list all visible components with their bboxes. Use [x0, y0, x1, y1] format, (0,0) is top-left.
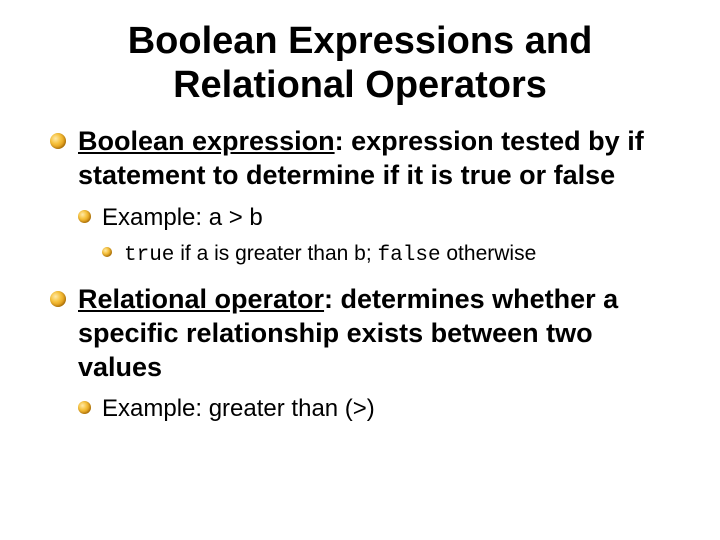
sphere-bullet-icon — [78, 401, 91, 414]
example-greater-than-text: Example: greater than (>) — [102, 395, 375, 422]
code-false: false — [378, 244, 441, 267]
sphere-bullet-icon — [102, 247, 112, 257]
slide-title: Boolean Expressions and Relational Opera… — [50, 20, 670, 107]
sphere-bullet-icon — [78, 210, 91, 223]
example-greater-than: Example: greater than (>) — [78, 394, 670, 424]
expl-post: otherwise — [441, 242, 537, 265]
sphere-bullet-icon — [50, 133, 66, 149]
example-a-gt-b: Example: a > b true if a is greater than… — [78, 203, 670, 269]
slide: Boolean Expressions and Relational Opera… — [0, 0, 720, 540]
term-relational-operator: Relational operator — [78, 284, 324, 314]
sublist-a-gt-b: true if a is greater than b; false other… — [102, 241, 670, 269]
sphere-bullet-icon — [50, 291, 66, 307]
example-a-gt-b-text: Example: a > b — [102, 204, 263, 231]
term-boolean-expression: Boolean expression — [78, 126, 335, 156]
title-line-1: Boolean Expressions and — [128, 20, 593, 62]
expl-mid: if a is greater than b; — [174, 242, 377, 265]
bullet-relational-operator: Relational operator: determines whether … — [50, 283, 670, 424]
sublist-relational-operator: Example: greater than (>) — [78, 394, 670, 424]
code-true: true — [124, 244, 174, 267]
title-line-2: Relational Operators — [173, 64, 547, 106]
bullet-list: Boolean expression: expression tested by… — [50, 125, 670, 424]
sublist-boolean-expression: Example: a > b true if a is greater than… — [78, 203, 670, 269]
true-false-explanation: true if a is greater than b; false other… — [102, 241, 670, 269]
bullet-boolean-expression: Boolean expression: expression tested by… — [50, 125, 670, 269]
